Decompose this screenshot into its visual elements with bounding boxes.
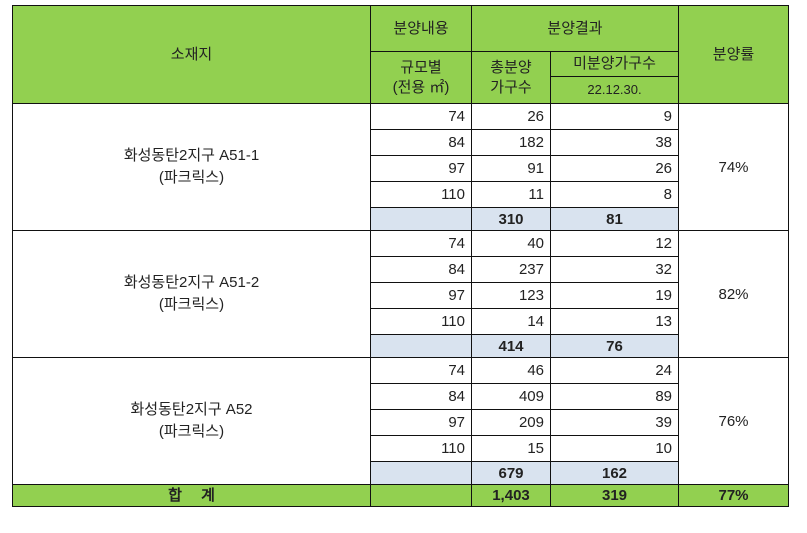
unsold-cell: 38: [550, 129, 679, 156]
header-total-line1: 총분양: [490, 59, 532, 76]
table-row: 84 409 89: [13, 383, 789, 410]
unsold-cell: 26: [550, 155, 679, 182]
subtotal-unsold: 162: [550, 461, 679, 485]
unsold-cell: 12: [550, 230, 679, 257]
total-cell: 123: [471, 282, 551, 309]
footer-empty: [370, 484, 472, 507]
location-name: 화성동탄2지구 A52: [130, 401, 253, 418]
size-cell: 74: [370, 357, 472, 384]
size-cell: 74: [370, 230, 472, 257]
total-cell: 91: [471, 155, 551, 182]
size-cell: 97: [370, 409, 472, 436]
footer-unsold: 319: [550, 484, 679, 507]
location-cell: 화성동탄2지구 A51-2 (파크릭스): [12, 230, 371, 358]
location-brand: (파크릭스): [158, 296, 225, 313]
subtotal-empty: [370, 207, 472, 231]
total-cell: 11: [471, 181, 551, 208]
footer-label: 합 계: [12, 484, 371, 507]
unsold-cell: 89: [550, 383, 679, 410]
subtotal-empty: [370, 461, 472, 485]
size-cell: 84: [370, 383, 472, 410]
subtotal-total: 310: [471, 207, 551, 231]
table-row: 84 182 38: [13, 129, 789, 156]
total-cell: 40: [471, 230, 551, 257]
location-brand: (파크릭스): [158, 423, 225, 440]
total-cell: 209: [471, 409, 551, 436]
size-cell: 97: [370, 155, 472, 182]
size-cell: 84: [370, 256, 472, 283]
header-sale-result: 분양결과: [471, 5, 679, 52]
subtotal-unsold: 76: [550, 334, 679, 358]
total-cell: 15: [471, 435, 551, 462]
table-row: 97 91 26: [13, 155, 789, 182]
header-unsold: 미분양가구수 22.12.30.: [550, 51, 679, 104]
table-row: 84 237 32: [13, 256, 789, 283]
header-sale-content: 분양내용: [370, 5, 472, 52]
location-brand: (파크릭스): [158, 169, 225, 186]
unsold-cell: 19: [550, 282, 679, 309]
header-sale-rate: 분양률: [678, 5, 789, 104]
total-cell: 237: [471, 256, 551, 283]
unsold-cell: 39: [550, 409, 679, 436]
unsold-cell: 10: [550, 435, 679, 462]
header-unsold-date: 22.12.30.: [587, 82, 642, 97]
header-location: 소재지: [12, 5, 371, 104]
size-cell: 110: [370, 308, 472, 335]
rate-cell: 76%: [678, 357, 789, 485]
header-size: 규모별 (전용 ㎡): [370, 51, 472, 104]
header-unsold-label: 미분양가구수: [551, 52, 678, 77]
unsold-cell: 9: [550, 103, 679, 130]
table-row: 화성동탄2지구 A51-2 (파크릭스) 74 40 12 82%: [12, 230, 789, 358]
table-row: 110 14 13: [13, 308, 789, 335]
total-cell: 182: [471, 129, 551, 156]
subtotal-row: 310 81: [13, 207, 789, 231]
footer-total: 1,403: [471, 484, 551, 507]
total-cell: 26: [471, 103, 551, 130]
subtotal-total: 414: [471, 334, 551, 358]
subtotal-row: 679 162: [13, 461, 789, 485]
rate-cell: 82%: [678, 230, 789, 358]
footer-rate: 77%: [678, 484, 789, 507]
location-cell: 화성동탄2지구 A52 (파크릭스): [12, 357, 371, 485]
sales-table: 소재지 분양내용 분양결과 분양률 규모별 (전용 ㎡) 총분양 가구수 미분양…: [12, 5, 789, 507]
subtotal-row: 414 76: [13, 334, 789, 358]
location-name: 화성동탄2지구 A51-2: [123, 274, 260, 291]
header-size-line2: (전용 ㎡): [392, 79, 450, 96]
header-total: 총분양 가구수: [471, 51, 551, 104]
table-row: 97 123 19: [13, 282, 789, 309]
total-cell: 14: [471, 308, 551, 335]
unsold-cell: 13: [550, 308, 679, 335]
location-cell: 화성동탄2지구 A51-1 (파크릭스): [12, 103, 371, 231]
size-cell: 97: [370, 282, 472, 309]
subtotal-empty: [370, 334, 472, 358]
table-row: 화성동탄2지구 A52 (파크릭스) 74 46 24 76%: [12, 357, 789, 485]
table-row: 97 209 39: [13, 409, 789, 436]
size-cell: 74: [370, 103, 472, 130]
subtotal-unsold: 81: [550, 207, 679, 231]
total-cell: 46: [471, 357, 551, 384]
unsold-cell: 24: [550, 357, 679, 384]
subtotal-total: 679: [471, 461, 551, 485]
table-row: 화성동탄2지구 A51-1 (파크릭스) 74 26 9 74%: [12, 103, 789, 231]
header-total-line2: 가구수: [490, 79, 532, 96]
location-name: 화성동탄2지구 A51-1: [123, 147, 260, 164]
rate-cell: 74%: [678, 103, 789, 231]
table-row: 110 11 8: [13, 181, 789, 208]
size-cell: 110: [370, 435, 472, 462]
unsold-cell: 32: [550, 256, 679, 283]
size-cell: 110: [370, 181, 472, 208]
header-size-line1: 규모별: [400, 59, 442, 76]
unsold-cell: 8: [550, 181, 679, 208]
table-row: 110 15 10: [13, 435, 789, 462]
size-cell: 84: [370, 129, 472, 156]
total-cell: 409: [471, 383, 551, 410]
